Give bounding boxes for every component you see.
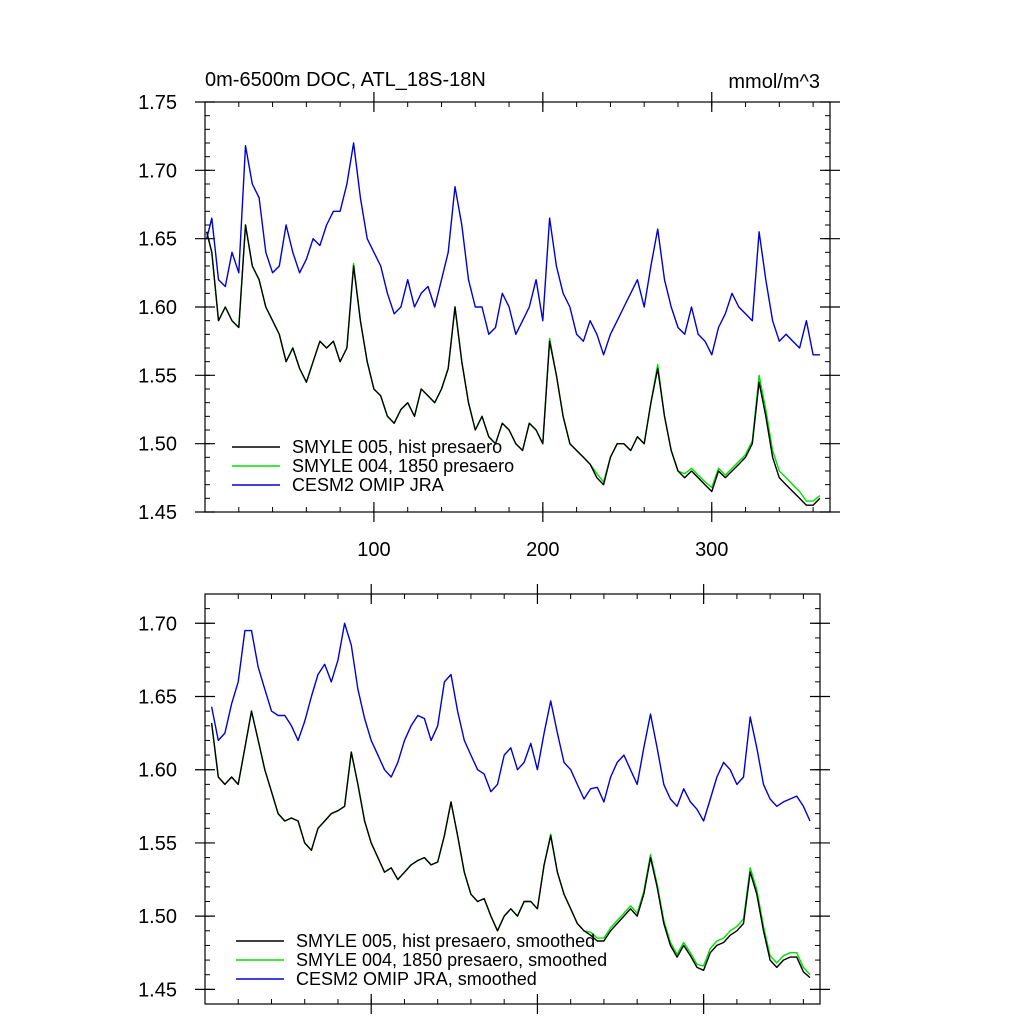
legend-label: SMYLE 005, hist presaero, smoothed [296, 931, 595, 951]
y-tick-label: 1.45 [138, 979, 177, 1001]
chart1-plot: 100 200 300 1.45 1.50 1.55 1.60 1.65 1.70 1.75 SMY… [138, 92, 840, 561]
y-tick-label: 1.65 [138, 687, 177, 709]
series-line-2 [210, 622, 811, 822]
x-tick-label: 300 [695, 539, 728, 561]
chart1-title: 0m-6500m DOC, ATL_18S-18N [205, 69, 486, 91]
series-line-0 [210, 710, 811, 979]
legend-label: SMYLE 004, 1850 presaero [292, 456, 514, 476]
y-tick-label: 1.55 [138, 365, 177, 387]
chart2-plot: 1.45 1.50 1.55 1.60 1.65 1.70 SMYLE 005, hist … [138, 584, 830, 1014]
legend-label: SMYLE 005, hist presaero [292, 437, 502, 457]
series-line-2 [206, 142, 820, 356]
series-line-0 [206, 224, 821, 506]
y-tick-label: 1.50 [138, 434, 177, 456]
legend-label: CESM2 OMIP JRA [292, 475, 444, 495]
y-tick-label: 1.75 [138, 92, 177, 114]
legend-label: CESM2 OMIP JRA, smoothed [296, 969, 537, 989]
y-tick-label: 1.45 [138, 502, 177, 524]
y-tick-label: 1.60 [138, 760, 177, 782]
y-tick-label: 1.60 [138, 297, 177, 319]
x-tick-label: 100 [357, 539, 390, 561]
legend-label: SMYLE 004, 1850 presaero, smoothed [296, 950, 607, 970]
y-tick-label: 1.70 [138, 613, 177, 635]
y-tick-label: 1.55 [138, 833, 177, 855]
x-tick-label: 200 [526, 539, 559, 561]
y-tick-label: 1.50 [138, 906, 177, 928]
chart1-units: mmol/m^3 [728, 71, 820, 93]
y-tick-label: 1.70 [138, 160, 177, 182]
y-tick-label: 1.65 [138, 229, 177, 251]
